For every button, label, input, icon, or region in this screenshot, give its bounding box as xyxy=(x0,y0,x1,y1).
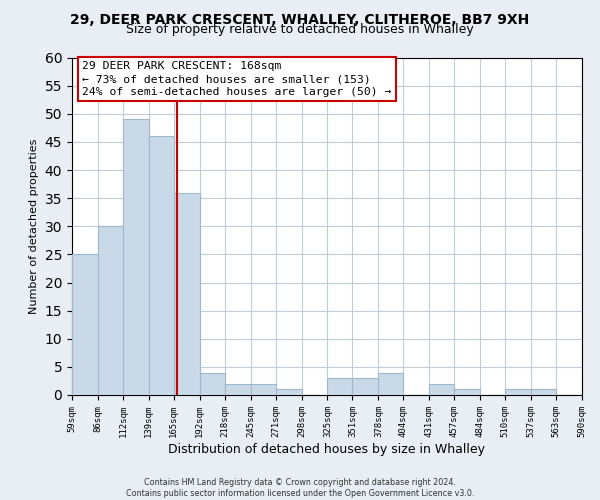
Bar xyxy=(454,390,480,395)
Bar xyxy=(149,136,174,395)
Bar xyxy=(328,378,352,395)
Bar xyxy=(251,384,275,395)
Bar xyxy=(123,120,149,395)
Bar xyxy=(379,372,403,395)
Y-axis label: Number of detached properties: Number of detached properties xyxy=(29,138,39,314)
Bar xyxy=(200,372,225,395)
Text: 29 DEER PARK CRESCENT: 168sqm
← 73% of detached houses are smaller (153)
24% of : 29 DEER PARK CRESCENT: 168sqm ← 73% of d… xyxy=(82,61,392,98)
Bar xyxy=(429,384,454,395)
X-axis label: Distribution of detached houses by size in Whalley: Distribution of detached houses by size … xyxy=(169,442,485,456)
Text: Size of property relative to detached houses in Whalley: Size of property relative to detached ho… xyxy=(126,22,474,36)
Bar xyxy=(98,226,123,395)
Bar xyxy=(505,390,531,395)
Bar xyxy=(531,390,556,395)
Bar xyxy=(352,378,379,395)
Bar xyxy=(174,192,200,395)
Bar xyxy=(275,390,302,395)
Text: Contains HM Land Registry data © Crown copyright and database right 2024.
Contai: Contains HM Land Registry data © Crown c… xyxy=(126,478,474,498)
Bar xyxy=(225,384,251,395)
Bar xyxy=(72,254,98,395)
Text: 29, DEER PARK CRESCENT, WHALLEY, CLITHEROE, BB7 9XH: 29, DEER PARK CRESCENT, WHALLEY, CLITHER… xyxy=(70,12,530,26)
